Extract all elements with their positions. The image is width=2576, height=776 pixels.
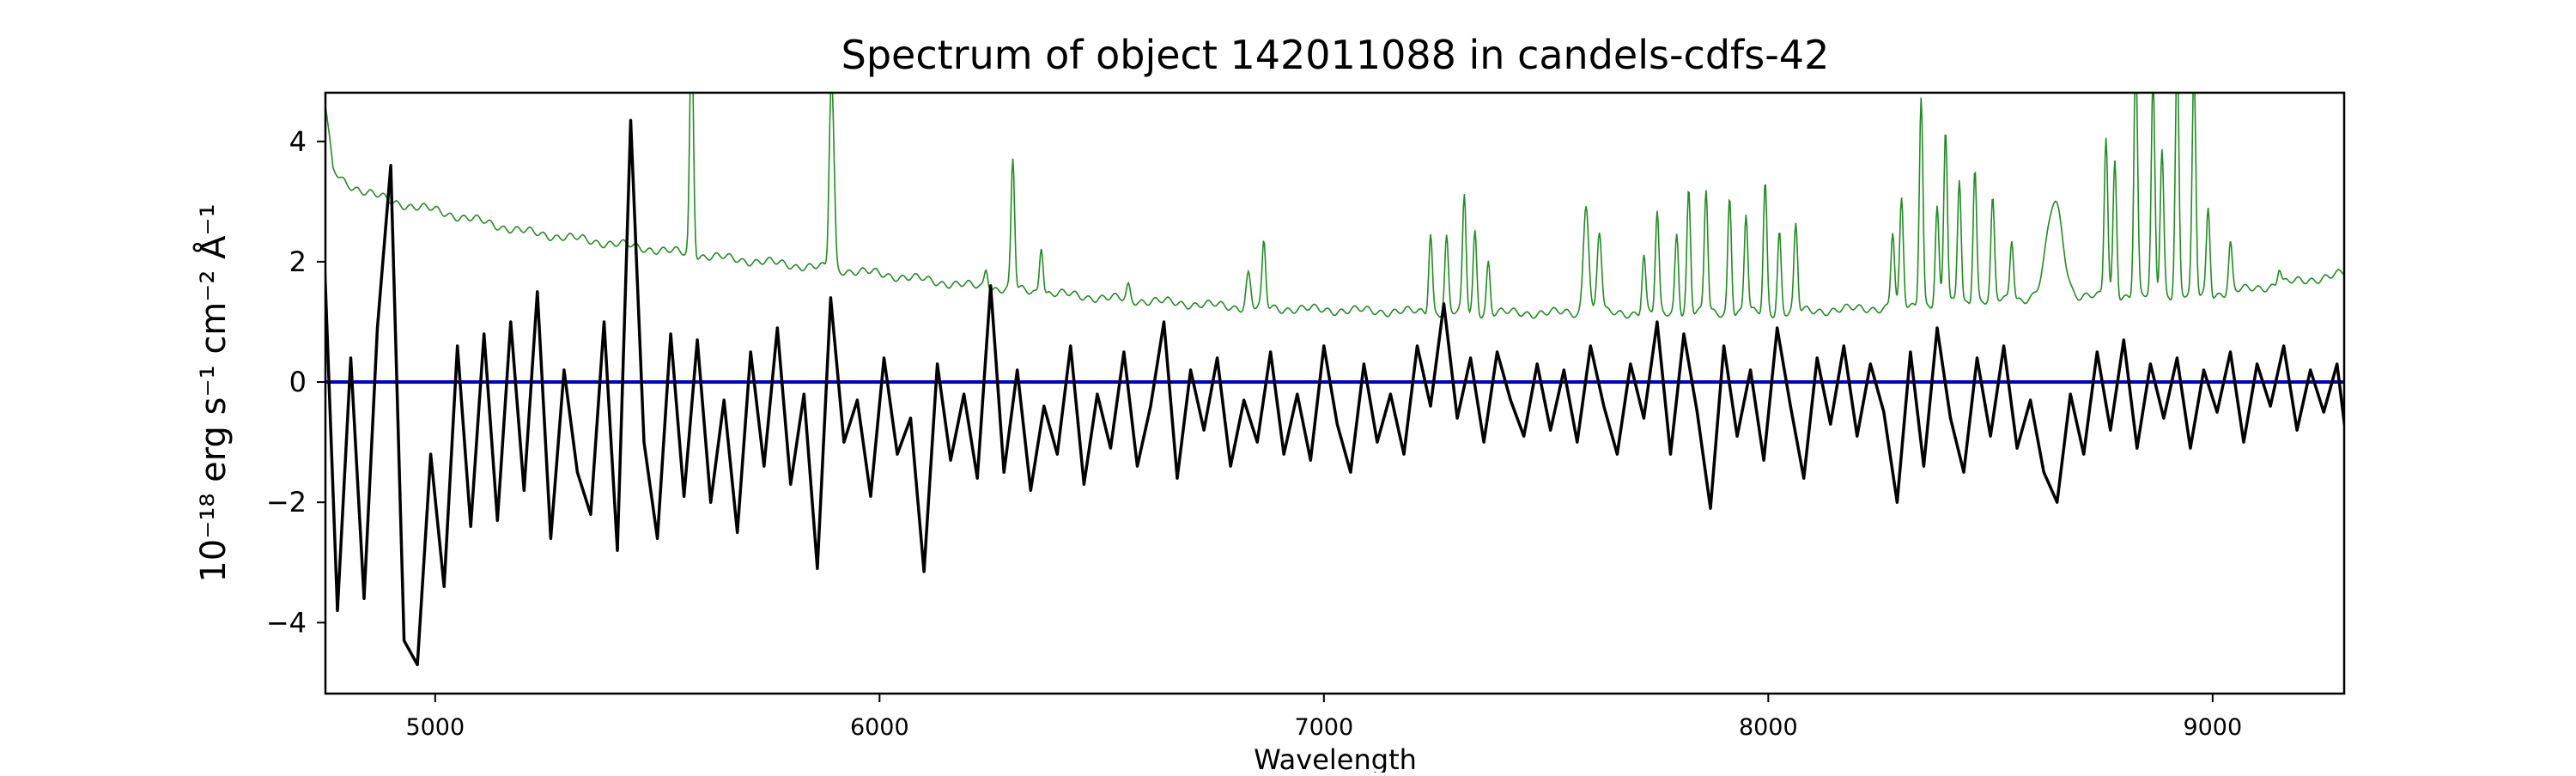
y-tick-label: 4 <box>289 125 307 158</box>
plot-frame <box>324 91 2346 695</box>
y-tick-label: −4 <box>266 606 307 639</box>
chart-title: Spectrum of object 142011088 in candels-… <box>841 32 1830 78</box>
x-tick-label: 7000 <box>1294 714 1353 741</box>
x-tick-label: 9000 <box>2183 714 2242 741</box>
x-tick-label: 6000 <box>850 714 909 741</box>
x-tick-label: 8000 <box>1739 714 1798 741</box>
flux-spectrum-line <box>325 118 2344 667</box>
model-spectrum-line <box>325 93 2344 319</box>
x-tick-label: 5000 <box>405 714 465 741</box>
y-tick-label: 2 <box>289 246 307 278</box>
y-tick-label: −2 <box>266 486 307 518</box>
y-tick-label: 0 <box>289 366 307 398</box>
y-axis-label: 10⁻¹⁸ erg s⁻¹ cm⁻² Å⁻¹ <box>192 203 234 582</box>
x-axis-label: Wavelength <box>1254 743 1417 773</box>
